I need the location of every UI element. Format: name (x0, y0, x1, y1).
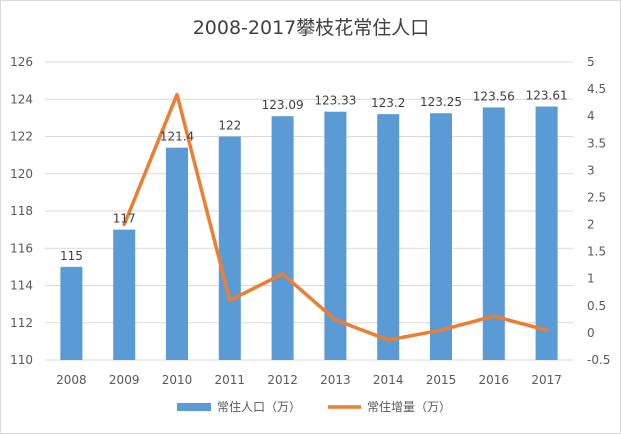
bar (430, 113, 452, 360)
y-right-tick-label: 4 (587, 109, 595, 123)
bar (218, 136, 241, 360)
x-tick-label: 2017 (531, 373, 562, 387)
y-left-tick-label: 112 (10, 316, 33, 330)
legend-label-population: 常住人口（万） (217, 400, 301, 414)
x-tick-label: 2013 (320, 373, 351, 387)
bar (377, 114, 400, 361)
y-right-tick-label: 2.5 (587, 190, 606, 204)
bar-series (60, 106, 558, 361)
bar-data-label: 121.4 (160, 130, 194, 144)
bar-data-label: 123.09 (262, 98, 304, 112)
y-right-tick-label: -0.5 (587, 353, 610, 367)
y-right-tick-label: 5 (587, 55, 595, 69)
y-left-tick-label: 122 (10, 130, 33, 144)
bar-data-label: 123.33 (314, 94, 356, 108)
x-tick-label: 2015 (426, 373, 457, 387)
y-right-tick-label: 4.5 (587, 82, 606, 96)
y-right-tick-label: 2 (587, 218, 595, 232)
y-left-tick-label: 110 (10, 353, 33, 367)
bar (324, 111, 347, 360)
x-tick-label: 2012 (267, 373, 298, 387)
y-axis-right: -0.5 0 0.5 1 1.5 2 2.5 3 3.5 4 4.5 5 (587, 55, 610, 367)
bar-data-label: 123.2 (371, 96, 405, 110)
y-left-tick-label: 118 (10, 204, 33, 218)
y-right-tick-label: 1 (587, 272, 595, 286)
legend: 常住人口（万） 常住增量（万） (177, 400, 451, 414)
bar-data-labels: 115 117 121.4 122 123.09 123.33 123.2 123.25 123… (60, 89, 568, 263)
legend-swatch-population (177, 403, 211, 411)
line-series (122, 92, 549, 342)
bar-data-label: 123.56 (473, 89, 515, 103)
bar (482, 107, 505, 360)
bar (166, 147, 188, 360)
bar-data-label: 115 (60, 249, 83, 263)
y-right-tick-label: 1.5 (587, 245, 606, 259)
x-tick-label: 2011 (215, 373, 246, 387)
y-left-tick-label: 120 (10, 167, 33, 181)
y-axis-left: 110 112 114 116 118 120 122 124 126 (10, 55, 33, 367)
bar-data-label: 123.61 (526, 89, 568, 103)
y-right-tick-label: 3 (587, 163, 595, 177)
legend-label-increment: 常住增量（万） (367, 400, 451, 414)
x-tick-label: 2008 (56, 373, 87, 387)
bar (113, 229, 136, 360)
x-tick-label: 2014 (373, 373, 404, 387)
line-series-path (122, 92, 549, 342)
y-left-tick-label: 124 (10, 92, 33, 106)
bar-data-label: 122 (218, 119, 241, 133)
x-tick-label: 2016 (479, 373, 510, 387)
bar-data-label: 123.25 (420, 95, 462, 109)
bar (271, 116, 294, 360)
bar (535, 106, 558, 360)
chart-title: 2008-2017攀枝花常住人口 (193, 17, 430, 39)
bar-data-label: 117 (113, 212, 136, 226)
y-right-tick-label: 0.5 (587, 299, 606, 313)
x-tick-label: 2010 (162, 373, 193, 387)
x-axis: 2008 2009 2010 2011 2012 2013 2014 2015 2016 2017 (56, 373, 562, 387)
y-right-tick-label: 3.5 (587, 136, 606, 150)
x-tick-label: 2009 (109, 373, 140, 387)
y-left-tick-label: 126 (10, 55, 33, 69)
bar (60, 266, 83, 360)
y-left-tick-label: 116 (10, 241, 33, 255)
y-right-tick-label: 0 (587, 326, 595, 340)
y-left-tick-label: 114 (10, 279, 33, 293)
